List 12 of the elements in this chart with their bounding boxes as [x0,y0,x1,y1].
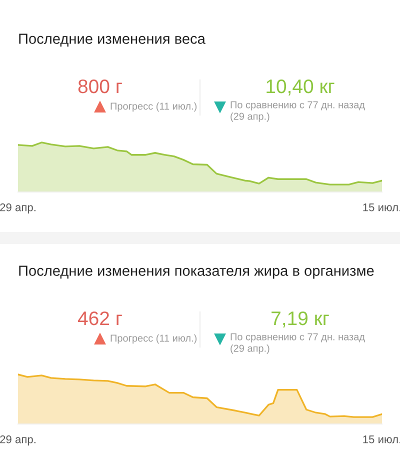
text: По сравнению с 77 дн. назад (29 апр.) [230,101,365,122]
text: 7,19 кг [272,311,329,328]
text: Прогресс (11 июл.) [110,334,197,344]
chart-title: Последние изменения показателя жира в организме [19,266,374,279]
text: 462 г [78,311,122,326]
x-tick-label: 29 апр. [0,435,36,446]
text: 10,40 кг [266,79,334,96]
chart-title: Последние изменения веса [19,34,206,47]
x-tick-label: 29 апр. [0,203,36,214]
text: Прогресс (11 июл.) [110,102,197,112]
text: По сравнению с 77 дн. назад (29 апр.) [230,333,365,354]
text: 800 г [78,79,122,94]
